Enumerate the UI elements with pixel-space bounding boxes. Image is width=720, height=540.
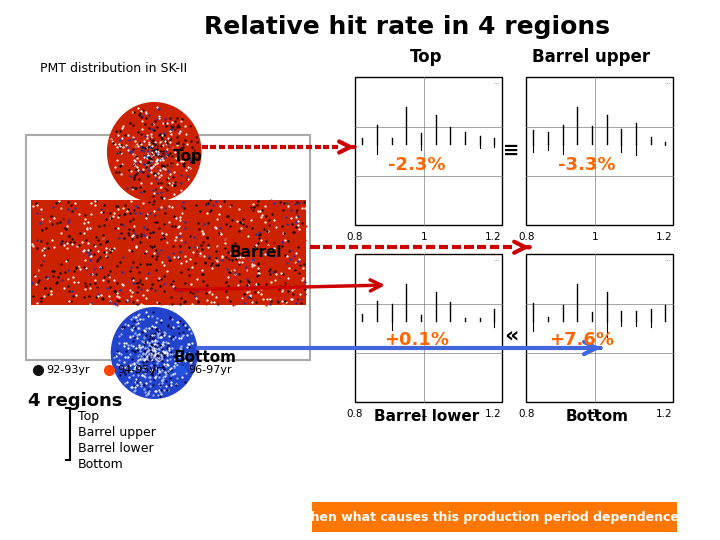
- Text: ...: ...: [493, 79, 500, 85]
- Bar: [312, 502, 677, 532]
- Text: 94-95yr: 94-95yr: [117, 365, 161, 375]
- Text: Barrel upper: Barrel upper: [532, 48, 650, 66]
- Bar: [355, 254, 502, 402]
- Text: 0.8: 0.8: [518, 232, 534, 242]
- Text: ...: ...: [493, 256, 500, 262]
- Text: 0.8: 0.8: [518, 409, 534, 419]
- Text: 0.8: 0.8: [346, 409, 363, 419]
- Text: -3.3%: -3.3%: [558, 156, 616, 174]
- Text: ...: ...: [664, 256, 671, 262]
- Text: Bottom: Bottom: [78, 458, 123, 471]
- Text: +7.6%: +7.6%: [549, 331, 614, 349]
- Text: Bottom: Bottom: [566, 409, 629, 424]
- Text: Top: Top: [174, 150, 203, 165]
- Text: Top: Top: [78, 410, 99, 423]
- Text: ...: ...: [664, 79, 671, 85]
- Text: Barrel: Barrel: [230, 245, 282, 260]
- Text: 4 regions: 4 regions: [28, 392, 123, 410]
- Text: 1.2: 1.2: [656, 232, 672, 242]
- Text: Barrel lower: Barrel lower: [374, 409, 480, 424]
- Circle shape: [111, 307, 198, 399]
- Bar: [355, 77, 502, 225]
- Text: PMT distribution in SK-II: PMT distribution in SK-II: [40, 62, 187, 75]
- Text: 1: 1: [592, 232, 598, 242]
- Text: 1: 1: [420, 232, 427, 242]
- Text: 92-93yr: 92-93yr: [46, 365, 90, 375]
- Text: ≡: ≡: [503, 140, 519, 159]
- Text: Relative hit rate in 4 regions: Relative hit rate in 4 regions: [204, 15, 610, 39]
- Text: 1.2: 1.2: [485, 409, 501, 419]
- Text: Then what causes this production period dependence?: Then what causes this production period …: [302, 510, 686, 523]
- Text: 1: 1: [420, 409, 427, 419]
- Text: 1.2: 1.2: [656, 409, 672, 419]
- Bar: [27, 135, 310, 360]
- Text: «: «: [504, 325, 518, 345]
- Text: Barrel upper: Barrel upper: [78, 426, 156, 439]
- Bar: [526, 77, 672, 225]
- Text: Bottom: Bottom: [174, 350, 236, 366]
- Text: 1.2: 1.2: [485, 232, 501, 242]
- Text: -2.3%: -2.3%: [387, 156, 445, 174]
- Text: +0.1%: +0.1%: [384, 331, 449, 349]
- Text: 0.8: 0.8: [346, 232, 363, 242]
- Bar: [526, 254, 672, 402]
- Bar: [31, 200, 306, 305]
- Circle shape: [107, 102, 202, 202]
- Text: Top: Top: [410, 48, 442, 66]
- Text: 1: 1: [592, 409, 598, 419]
- Text: Barrel lower: Barrel lower: [78, 442, 153, 455]
- Text: 96-97yr: 96-97yr: [189, 365, 232, 375]
